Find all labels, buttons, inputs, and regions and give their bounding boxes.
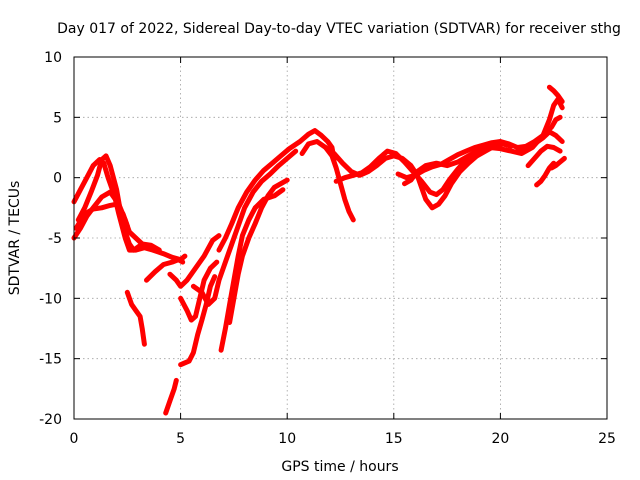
x-tick-label: 25 <box>598 431 616 447</box>
series-arc-9 <box>167 233 222 289</box>
y-tick-label: 0 <box>53 171 62 187</box>
series-arc-3 <box>75 153 162 253</box>
chart-title: Day 017 of 2022, Sidereal Day-to-day VTE… <box>57 21 621 37</box>
grid <box>74 57 607 419</box>
x-tick-label: 10 <box>278 431 296 447</box>
series-arc-14 <box>227 177 290 325</box>
series-arc-7 <box>163 377 179 416</box>
series-arc-24 <box>549 155 567 171</box>
series-arc-22 <box>546 84 565 105</box>
y-tick-label: -15 <box>39 352 62 368</box>
series-arc-20 <box>515 129 565 154</box>
series-arc-6 <box>144 257 186 283</box>
series-arc-21 <box>525 143 563 169</box>
x-tick-label: 5 <box>176 431 185 447</box>
series-arc-13 <box>216 128 337 253</box>
x-tick-label: 15 <box>385 431 403 447</box>
y-tick-label: -20 <box>39 412 62 428</box>
y-tick-label: 10 <box>44 50 62 66</box>
x-tick-label: 20 <box>491 431 509 447</box>
series-arc-10 <box>178 259 220 323</box>
axis-tick-labels: 0 5 10 15 20 25 10 5 0 -5 -10 -15 -20 <box>39 50 616 447</box>
series-arc-8 <box>178 274 218 368</box>
series-arc-11 <box>218 187 286 353</box>
series-arc-12 <box>190 148 299 307</box>
series-arc-15 <box>299 139 356 223</box>
y-tick-label: 5 <box>53 110 62 126</box>
series-arc-4 <box>73 201 130 231</box>
x-axis-label: GPS time / hours <box>281 459 398 475</box>
series-arc-5 <box>124 289 147 347</box>
series-group <box>71 84 567 416</box>
series-arc-19 <box>402 96 565 187</box>
series-arc-2 <box>71 189 145 247</box>
y-tick-label: -5 <box>48 231 62 247</box>
y-tick-label: -10 <box>39 291 62 307</box>
axis-ticks <box>73 56 608 420</box>
y-axis-label: SDTVAR / TECUs <box>7 181 23 296</box>
x-tick-label: 0 <box>70 431 79 447</box>
